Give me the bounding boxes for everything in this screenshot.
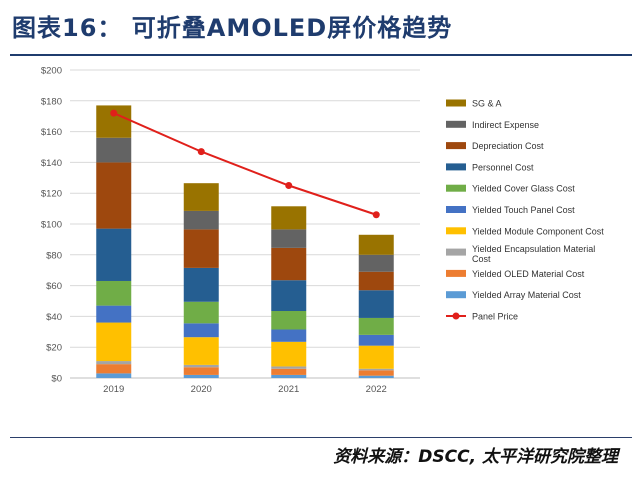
- bar-segment: [271, 247, 307, 281]
- legend-swatch: [446, 227, 466, 235]
- y-tick-label: $40: [46, 312, 62, 323]
- panel-price-point: [110, 109, 118, 117]
- bar-segment: [358, 334, 394, 346]
- legend-swatch: [446, 206, 466, 213]
- bar-segment: [96, 322, 132, 362]
- y-axis-ticks: $0 $20 $40 $60 $80 $100 $120 $140 $160 $180 $200: [41, 66, 62, 385]
- y-tick-label: $200: [41, 66, 62, 77]
- bars: [96, 105, 394, 378]
- y-tick-label: $140: [41, 158, 62, 169]
- y-tick-label: $100: [41, 220, 62, 231]
- x-tick-label: 2020: [191, 384, 212, 395]
- legend-label: Yielded Cover Glass Cost: [472, 184, 575, 194]
- panel-price-line: [110, 109, 380, 219]
- panel-price-point: [197, 148, 205, 156]
- bar-segment: [96, 364, 132, 374]
- x-tick-label: 2021: [278, 384, 299, 395]
- y-tick-label: $160: [41, 127, 62, 138]
- bar-segment: [271, 341, 307, 367]
- bar-segment: [358, 290, 394, 318]
- bar-segment: [183, 267, 219, 302]
- footer-divider: [10, 437, 632, 438]
- title-divider: [10, 54, 632, 56]
- bar-segment: [358, 254, 394, 272]
- legend-label: Yielded Touch Panel Cost: [472, 205, 575, 215]
- bar-segment: [183, 229, 219, 268]
- stacked-bar-chart: $0 $20 $40 $60 $80 $100 $120 $140 $160 $180 $200 2…: [41, 66, 604, 396]
- bar-segment: [271, 229, 307, 248]
- legend-label: Personnel Cost: [472, 162, 534, 172]
- bar-segment: [183, 374, 219, 378]
- bar-segment: [183, 210, 219, 230]
- bar-segment: [271, 280, 307, 312]
- x-tick-label: 2022: [366, 384, 387, 395]
- y-tick-label: $0: [51, 374, 62, 385]
- bar-segment: [271, 368, 307, 375]
- bar-segment: [183, 364, 219, 368]
- page-title: 图表16： 可折叠AMOLED屏价格趋势: [12, 14, 453, 42]
- bar-segment: [271, 374, 307, 378]
- bar-segment: [358, 375, 394, 378]
- bar-segment: [96, 361, 132, 365]
- bar-segment: [358, 317, 394, 335]
- legend-swatch: [446, 142, 466, 150]
- panel-price-point: [372, 211, 380, 219]
- bar-segment: [271, 206, 307, 230]
- bar-segment: [183, 301, 219, 324]
- legend-label: Panel Price: [472, 312, 518, 322]
- bar-segment: [96, 228, 132, 281]
- bar-segment: [96, 305, 132, 323]
- bar-segment: [358, 345, 394, 369]
- bar-segment: [358, 368, 394, 371]
- bar-segment: [183, 323, 219, 338]
- legend-label: Depreciation Cost: [472, 141, 544, 151]
- bar-segment: [183, 367, 219, 375]
- bar-segment: [271, 366, 307, 369]
- bar-segment: [358, 370, 394, 376]
- legend-swatch: [446, 248, 466, 256]
- legend-swatch: [446, 99, 466, 107]
- legend-label: Yielded Array Material Cost: [472, 290, 581, 300]
- legend-label: SG & A: [472, 99, 502, 109]
- panel-price-line: [113, 112, 377, 216]
- bar-segment: [183, 183, 219, 211]
- legend-swatch: [446, 163, 466, 171]
- bar-segment: [271, 329, 307, 342]
- legend-swatch: [446, 184, 466, 192]
- legend-swatch: [446, 269, 466, 277]
- legend-label: Yielded Encapsulation Material Cost: [472, 244, 595, 264]
- y-tick-label: $80: [46, 250, 62, 261]
- bar-segment: [96, 280, 132, 306]
- legend: SG & A Indirect Expense Depreciation Cost P…: [446, 99, 604, 322]
- bar-segment: [358, 271, 394, 291]
- legend-label: Yielded OLED Material Cost: [472, 269, 585, 279]
- bar-segment: [96, 162, 132, 229]
- y-tick-label: $180: [41, 96, 62, 107]
- bar-segment: [183, 337, 219, 365]
- legend-swatch: [446, 291, 466, 299]
- legend-label: Indirect Expense: [472, 120, 539, 130]
- y-tick-label: $20: [46, 343, 62, 354]
- bar-segment: [358, 234, 394, 255]
- bar-segment: [271, 311, 307, 330]
- bar-segment: [96, 137, 132, 163]
- legend-label: Yielded Module Component Cost: [472, 226, 604, 236]
- x-tick-label: 2019: [103, 384, 124, 395]
- legend-swatch-marker: [452, 312, 460, 320]
- legend-swatch: [446, 120, 466, 128]
- panel-price-point: [285, 182, 293, 189]
- y-tick-label: $120: [41, 189, 62, 200]
- bar-segment: [96, 373, 132, 378]
- y-tick-label: $60: [46, 281, 62, 292]
- x-axis-ticks: 2019 2020 2021 2022: [103, 384, 387, 395]
- source-note: 资料来源：DSCC, 太平洋研究院整理: [333, 447, 618, 467]
